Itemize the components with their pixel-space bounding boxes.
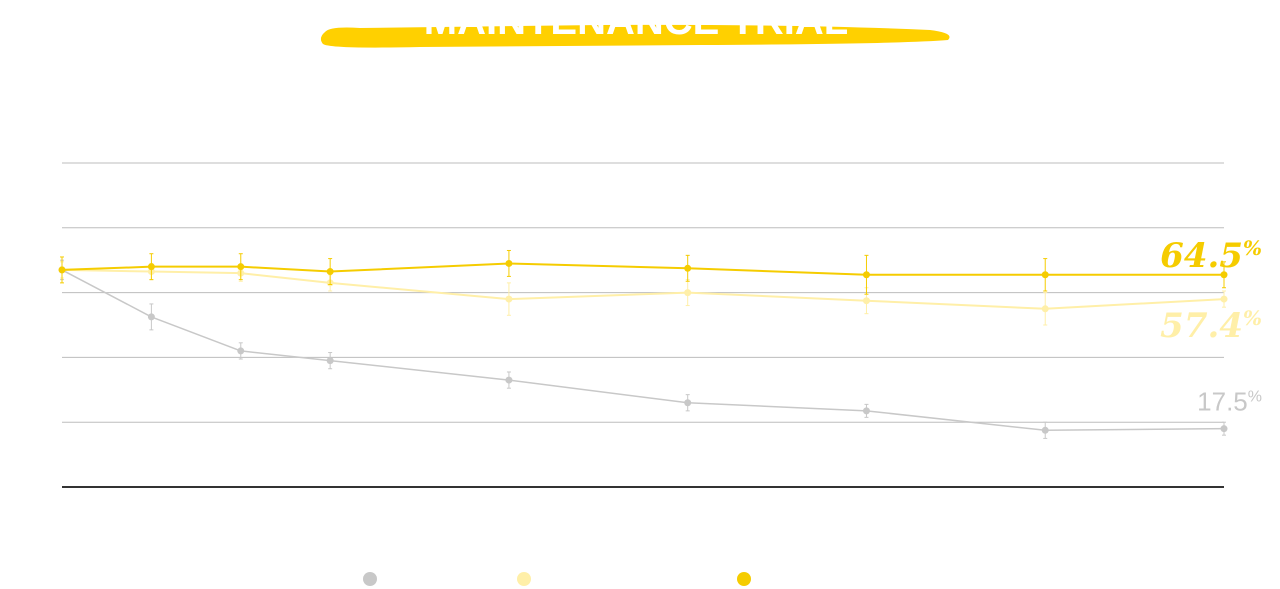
title-block: MAINTENANCE TRIAL [320, 0, 950, 48]
end-label-unit: % [1243, 306, 1262, 330]
end-label-value: 64.5 [1160, 236, 1243, 276]
data-point [237, 347, 245, 355]
legend-item-1 [517, 572, 531, 586]
data-point [1220, 271, 1228, 279]
data-point [505, 295, 513, 303]
data-point [237, 263, 245, 271]
legend [363, 572, 751, 586]
data-point [505, 376, 513, 384]
data-point [862, 271, 870, 279]
data-point [1041, 271, 1049, 279]
data-point [684, 264, 692, 272]
end-label-2: 64.5% [1160, 236, 1262, 276]
series-2 [58, 249, 1228, 295]
data-point [862, 407, 870, 415]
legend-swatch [737, 572, 751, 586]
chart-title: MAINTENANCE TRIAL [424, 0, 848, 43]
end-label-0: 17.5% [1197, 387, 1262, 417]
title-brush-stroke [320, 24, 950, 48]
data-point [862, 297, 870, 305]
data-point [326, 357, 334, 365]
legend-swatch [363, 572, 377, 586]
end-label-value: 17.5 [1197, 387, 1248, 417]
data-point [684, 289, 692, 297]
data-point [1220, 425, 1228, 433]
data-point [1220, 295, 1228, 303]
series-1 [58, 261, 1228, 326]
series-layer [58, 249, 1228, 439]
legend-item-2 [737, 572, 751, 586]
end-label-unit: % [1243, 236, 1262, 260]
data-point [58, 266, 66, 274]
end-labels: 17.5%57.4%64.5% [1160, 236, 1262, 417]
data-point [505, 259, 513, 267]
data-point [1041, 305, 1049, 313]
legend-item-0 [363, 572, 377, 586]
legend-swatch [517, 572, 531, 586]
series-0 [58, 259, 1228, 439]
data-point [326, 268, 334, 276]
data-point [147, 263, 155, 271]
end-label-value: 57.4 [1160, 306, 1243, 346]
data-point [1041, 426, 1049, 434]
end-label-unit: % [1248, 389, 1262, 406]
gridlines [62, 162, 1224, 488]
end-label-1: 57.4% [1160, 306, 1262, 346]
data-point [684, 399, 692, 407]
data-point [147, 313, 155, 321]
